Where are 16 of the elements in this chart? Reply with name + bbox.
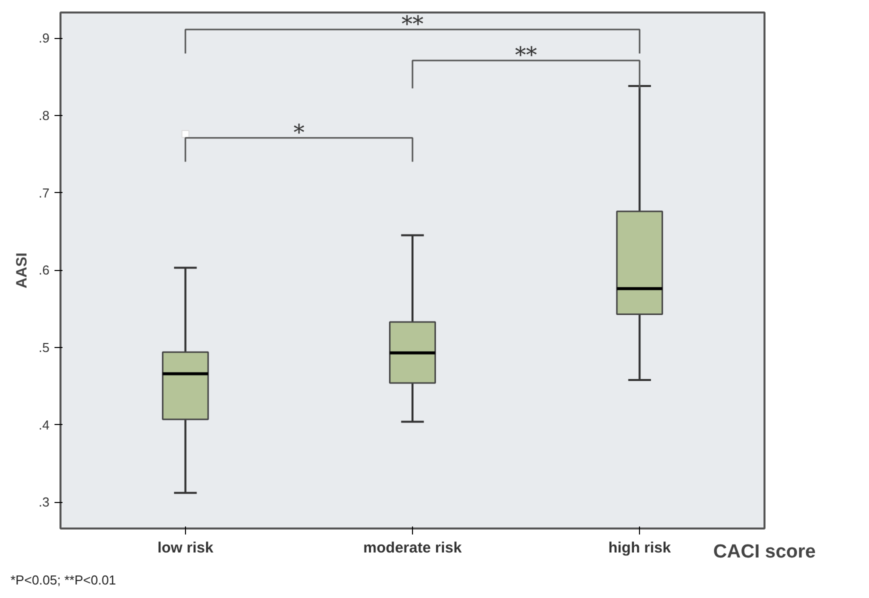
y-tick-label: .6 xyxy=(38,262,50,278)
y-tick-label: .7 xyxy=(38,185,50,200)
y-tick-label: .4 xyxy=(38,417,50,432)
annotation: ** xyxy=(402,12,424,38)
x-tick-label: low risk xyxy=(157,540,214,556)
x-axis-title: CACI score xyxy=(713,542,816,562)
y-axis-title: AASI xyxy=(14,252,31,288)
x-tick-label: high risk xyxy=(608,540,672,556)
y-tick-label: .5 xyxy=(38,340,50,355)
annotation: * xyxy=(293,120,304,146)
y-tick-label: .8 xyxy=(38,108,50,123)
x-tick-label: moderate risk xyxy=(363,540,462,556)
text: *P<0.05; **P<0.01 xyxy=(10,572,116,588)
y-tick-label: .3 xyxy=(38,494,50,510)
y-tick-label: .9 xyxy=(38,30,50,46)
annotation: ** xyxy=(515,43,538,68)
